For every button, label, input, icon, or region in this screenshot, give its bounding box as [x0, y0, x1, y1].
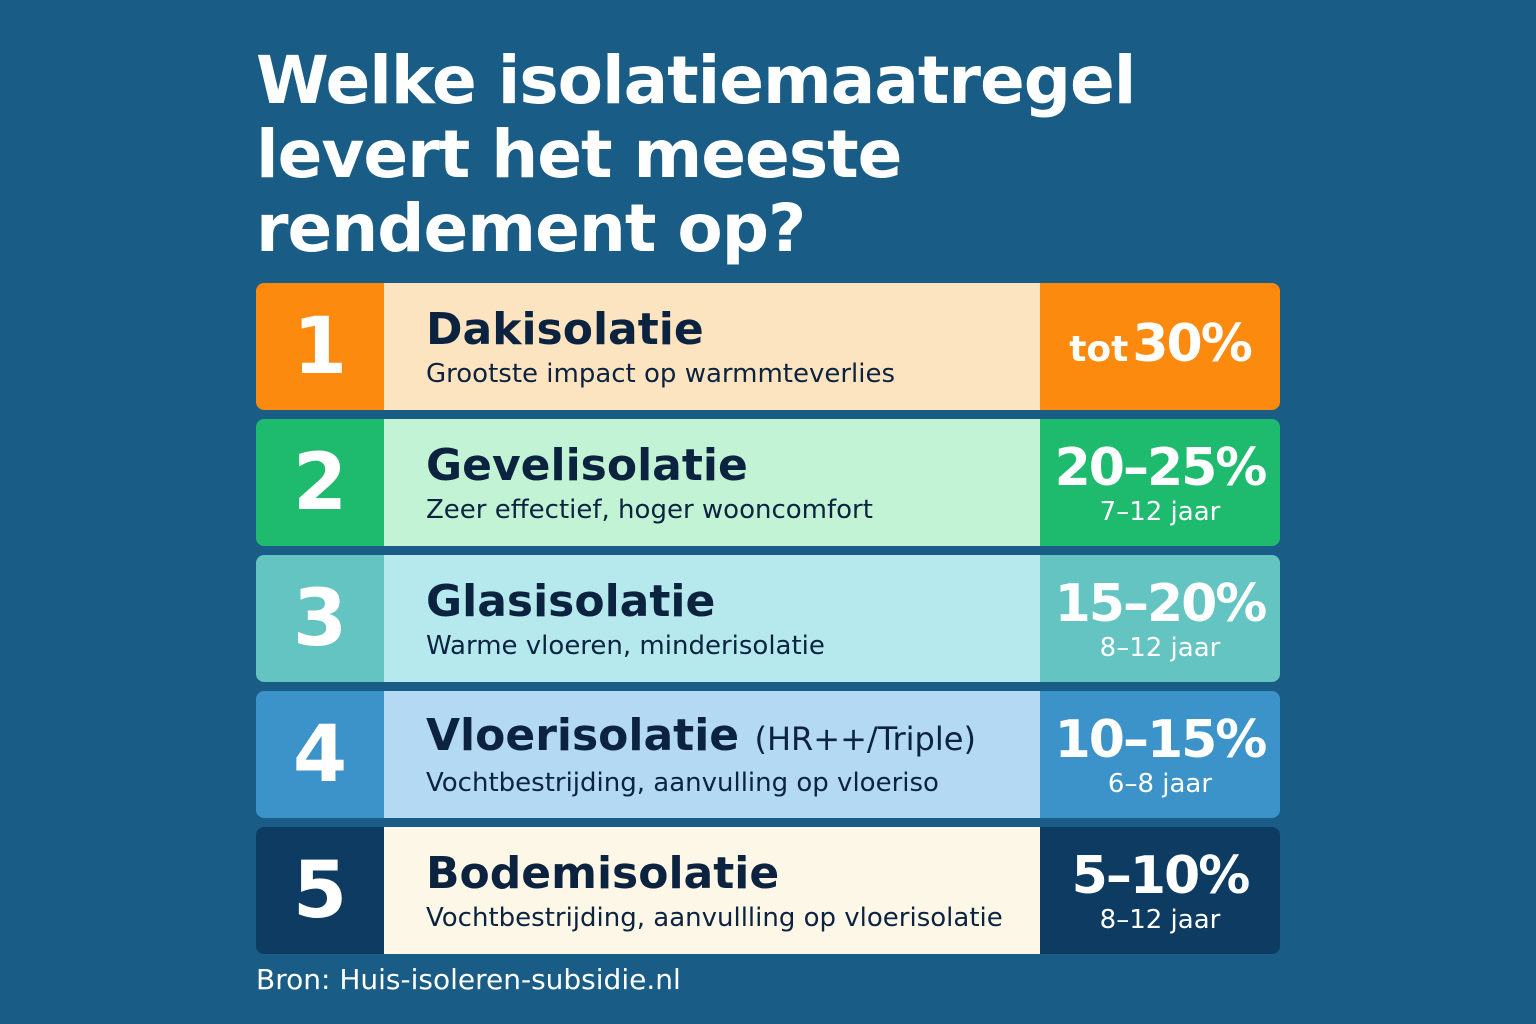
rank-number: 1 — [256, 283, 384, 410]
measure-name: Vloerisolatie (HR++/Triple) — [426, 710, 1040, 765]
payback-period: 8–12 jaar — [1099, 632, 1221, 663]
rank-number: 2 — [256, 419, 384, 546]
savings-percentage: 20–25% — [1054, 437, 1268, 498]
page-title: Welke isolatiemaatregel levert het meest… — [256, 44, 1256, 266]
title-line-1: Welke isolatiemaatregel — [256, 42, 1136, 119]
ranking-row-5: 5 Bodemisolatie Vochtbestrijding, aanvul… — [256, 827, 1280, 954]
savings-prefix: tot — [1069, 328, 1129, 370]
payback-period: 7–12 jaar — [1099, 496, 1221, 527]
savings-percentage-text: 30% — [1132, 313, 1252, 374]
savings-percentage: 5–10% — [1071, 845, 1251, 906]
payback-period: 6–8 jaar — [1107, 768, 1213, 799]
ranking-row-1: 1 Dakisolatie Grootste impact op warmmte… — [256, 283, 1280, 410]
ranking-row-4: 4 Vloerisolatie (HR++/Triple) Vochtbestr… — [256, 691, 1280, 818]
measure-name-suffix: (HR++/Triple) — [754, 720, 976, 758]
measure-name: Dakisolatie — [426, 304, 1040, 356]
measure-name: Bodemisolatie — [426, 848, 1040, 900]
title-line-3: rendement op? — [256, 190, 806, 267]
savings-value-box: 20–25% 7–12 jaar — [1040, 419, 1280, 546]
savings-value-box: 5–10% 8–12 jaar — [1040, 827, 1280, 954]
row-body: Vloerisolatie (HR++/Triple) Vochtbestrij… — [384, 691, 1040, 818]
rank-number: 5 — [256, 827, 384, 954]
savings-percentage: tot30% — [1069, 313, 1253, 379]
payback-period: 8–12 jaar — [1099, 904, 1221, 935]
title-line-2: levert het meeste — [256, 116, 902, 193]
savings-value-box: 10–15% 6–8 jaar — [1040, 691, 1280, 818]
ranking-list: 1 Dakisolatie Grootste impact op warmmte… — [256, 283, 1280, 963]
row-body: Glasisolatie Warme vloeren, minderisolat… — [384, 555, 1040, 682]
measure-description: Vochtbestrijding, aanvullling op vloeris… — [426, 902, 1003, 933]
savings-value-box: 15–20% 8–12 jaar — [1040, 555, 1280, 682]
measure-description: Vochtbestrijding, aanvulling op vloeriso — [426, 768, 939, 798]
row-body: Gevelisolatie Zeer effectief, hoger woon… — [384, 419, 1040, 546]
rank-number: 3 — [256, 555, 384, 682]
measure-name-text: Gevelisolatie — [426, 439, 748, 491]
measure-name-text: Glasisolatie — [426, 575, 716, 627]
measure-name: Gevelisolatie — [426, 440, 1040, 492]
ranking-row-2: 2 Gevelisolatie Zeer effectief, hoger wo… — [256, 419, 1280, 546]
measure-name: Glasisolatie — [426, 576, 1040, 628]
ranking-row-3: 3 Glasisolatie Warme vloeren, minderisol… — [256, 555, 1280, 682]
row-body: Bodemisolatie Vochtbestrijding, aanvulll… — [384, 827, 1040, 954]
source-link[interactable]: Bron: Huis-isoleren-subsidie.nl — [256, 963, 681, 996]
measure-description: Warme vloeren, minderisolatie — [426, 630, 825, 661]
measure-description: Grootste impact op warmmteverlies — [426, 358, 896, 389]
measure-name-text: Dakisolatie — [426, 303, 704, 355]
rank-number: 4 — [256, 691, 384, 818]
measure-description: Zeer effectief, hoger wooncomfort — [426, 494, 873, 525]
savings-value-box: tot30% — [1040, 283, 1280, 410]
measure-name-text: Vloerisolatie — [426, 710, 740, 761]
row-body: Dakisolatie Grootste impact op warmmteve… — [384, 283, 1040, 410]
measure-name-text: Bodemisolatie — [426, 847, 780, 899]
savings-percentage: 15–20% — [1054, 573, 1268, 634]
savings-percentage: 10–15% — [1054, 709, 1268, 770]
